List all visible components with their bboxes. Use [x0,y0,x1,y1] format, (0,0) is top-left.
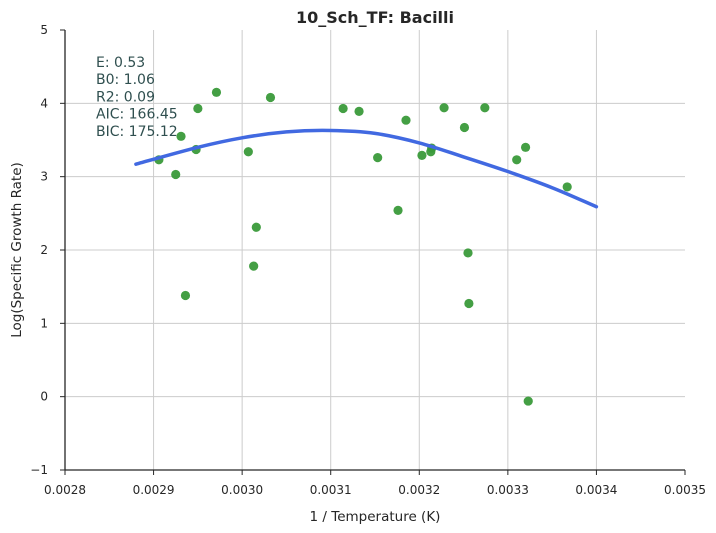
data-point [354,106,364,116]
y-tick-label: 1 [40,316,48,330]
data-point [338,103,348,114]
fit-curve-group [134,128,599,209]
y-tick-label: 4 [40,96,48,110]
data-point [211,87,222,97]
data-point [523,396,533,406]
data-point [520,142,531,152]
x-tick-label: 0.0033 [487,483,529,497]
grid-lines [65,30,685,470]
y-tick-label: 3 [40,170,48,184]
x-tick-label: 0.0028 [44,483,86,497]
x-tick-labels: 0.0028 0.0029 0.0030 0.0031 0.0032 0.0033 0.00… [44,483,706,497]
data-point [417,150,427,160]
data-point [249,261,259,271]
axes [60,29,686,475]
chart-title: 10_Sch_TF: Bacilli [296,8,454,27]
data-point [512,155,522,165]
x-tick-label: 0.0030 [221,483,263,497]
data-point [463,248,473,258]
stat-annotation: E: 0.53 [96,55,145,71]
y-tick-label: 5 [40,23,48,37]
y-tick-label: 0 [40,390,48,404]
y-tick-label: 2 [40,243,48,257]
x-tick-label: 0.0029 [133,483,175,497]
fit-curve [134,128,599,209]
data-point [373,153,383,163]
data-point [393,205,403,215]
data-point [401,115,411,125]
y-tick-labels: −1 0 1 2 3 4 5 [30,23,48,477]
x-tick-label: 0.0032 [398,483,440,497]
data-point [439,103,449,113]
data-point [193,103,203,114]
data-point [562,182,572,192]
data-point [243,147,253,157]
stat-annotation: AIC: 166.45 [96,107,178,123]
data-point [464,298,474,309]
data-point [459,122,470,133]
data-point [176,131,186,141]
data-point [171,169,181,180]
data-point [251,222,261,232]
x-tick-label: 0.0035 [664,483,706,497]
data-point [480,103,490,113]
y-axis-label: Log(Specific Growth Rate) [9,162,25,338]
x-axis-label: 1 / Temperature (K) [310,509,441,525]
x-tick-label: 0.0034 [575,483,617,497]
stat-annotation: B0: 1.06 [96,72,155,88]
y-tick-label: −1 [30,463,48,477]
x-tick-label: 0.0031 [310,483,352,497]
data-point [265,92,276,103]
stat-annotation: BIC: 175.12 [96,124,178,140]
stat-annotation: R2: 0.09 [96,89,155,105]
data-point [180,290,191,301]
